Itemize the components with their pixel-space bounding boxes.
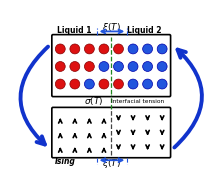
Text: Liquid 2: Liquid 2 — [127, 26, 161, 35]
Circle shape — [84, 79, 94, 89]
Circle shape — [70, 79, 80, 89]
Circle shape — [157, 62, 167, 71]
Circle shape — [99, 62, 109, 71]
Circle shape — [99, 79, 109, 89]
Circle shape — [84, 44, 94, 54]
Circle shape — [113, 79, 123, 89]
Text: Interfacial tension: Interfacial tension — [111, 99, 164, 104]
Circle shape — [128, 44, 138, 54]
Circle shape — [70, 44, 80, 54]
Circle shape — [55, 79, 65, 89]
FancyArrowPatch shape — [20, 47, 48, 145]
FancyArrowPatch shape — [174, 50, 202, 147]
Circle shape — [143, 62, 153, 71]
Circle shape — [157, 44, 167, 54]
Circle shape — [143, 79, 153, 89]
Text: Ising: Ising — [54, 157, 75, 166]
Circle shape — [84, 62, 94, 71]
Text: Liquid 1: Liquid 1 — [57, 26, 91, 35]
Circle shape — [128, 62, 138, 71]
Circle shape — [128, 79, 138, 89]
FancyBboxPatch shape — [52, 35, 171, 97]
Text: $\xi(T)$: $\xi(T)$ — [102, 21, 121, 34]
Circle shape — [113, 44, 123, 54]
Circle shape — [143, 44, 153, 54]
FancyBboxPatch shape — [52, 107, 171, 158]
Circle shape — [55, 44, 65, 54]
Circle shape — [70, 62, 80, 71]
Circle shape — [99, 44, 109, 54]
Circle shape — [157, 79, 167, 89]
Circle shape — [113, 62, 123, 71]
Text: $\xi(T)$: $\xi(T)$ — [102, 157, 121, 170]
Circle shape — [55, 62, 65, 71]
Text: $\sigma(T)$: $\sigma(T)$ — [84, 95, 104, 107]
